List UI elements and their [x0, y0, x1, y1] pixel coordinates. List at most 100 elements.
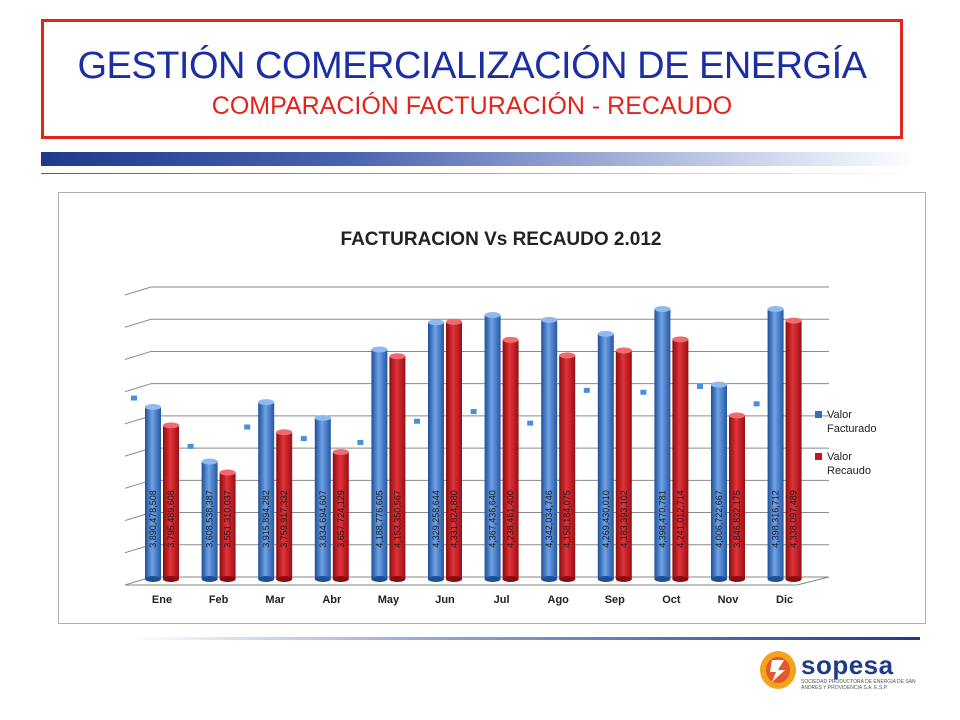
title-box: GESTIÓN COMERCIALIZACIÓN DE ENERGÍA COMP…: [41, 19, 903, 139]
bar-facturado: [371, 349, 388, 579]
bar-top-recaudo: [163, 422, 179, 429]
logo-tagline: SOCIEDAD PRODUCTORA DE ENERGIA DE SAN AN…: [801, 679, 916, 691]
data-label: 4,269,430,010: [601, 490, 611, 548]
legend-label: Facturado: [827, 423, 877, 435]
bar-facturado: [597, 333, 614, 579]
data-label: 3,551,310,037: [223, 490, 233, 548]
bar-recaudo: [729, 415, 745, 579]
x-tick-label: Abr: [322, 594, 342, 606]
marker-point: [527, 420, 534, 426]
data-label: 4,329,258,644: [431, 490, 441, 548]
bar-top-facturado: [428, 319, 444, 326]
bar-facturado: [541, 319, 558, 579]
bar-base-facturado: [711, 576, 727, 582]
data-label: 4,241,012,714: [675, 490, 685, 548]
x-tick-label: May: [378, 594, 400, 606]
bar-top-facturado: [597, 330, 614, 337]
bar-recaudo: [672, 339, 689, 579]
bar-base-recaudo: [559, 576, 576, 582]
bar-base-recaudo: [276, 576, 293, 582]
bar-top-recaudo: [615, 347, 632, 354]
data-label: 4,006,722,667: [714, 490, 724, 548]
legend-label: Valor: [827, 451, 852, 463]
x-tick-label: Dic: [776, 594, 793, 606]
bar-chart: 3,890,478,508 3,795,489,608 3,608,538,387 3…: [124, 229, 877, 606]
bar-facturado: [654, 308, 671, 579]
chart-frame: 3,890,478,508 3,795,489,608 3,608,538,387 3…: [58, 192, 926, 624]
bar-base-recaudo: [332, 576, 349, 582]
bar-base-facturado: [371, 576, 388, 582]
bar-base-facturado: [767, 576, 784, 582]
bar-recaudo: [785, 320, 802, 579]
marker-point: [187, 443, 194, 449]
data-label: 3,834,694,607: [318, 490, 328, 548]
bar-top-recaudo: [672, 336, 689, 343]
bar-top-recaudo: [729, 412, 745, 419]
bar-recaudo: [559, 355, 576, 579]
bar-recaudo: [389, 356, 406, 579]
x-tick-label: Oct: [662, 594, 681, 606]
bar-recaudo: [446, 321, 462, 579]
sopesa-logo-mark: [760, 651, 796, 689]
x-tick-label: Sep: [605, 594, 625, 606]
data-label: 3,608,538,387: [205, 490, 215, 548]
chart-title: FACTURACION Vs RECAUDO 2.012: [341, 229, 662, 250]
legend-label: Recaudo: [827, 465, 871, 477]
bar-recaudo: [276, 432, 293, 579]
marker-point: [414, 418, 420, 424]
bar-facturado: [428, 322, 444, 579]
bar-base-facturado: [258, 576, 275, 582]
bar-recaudo: [615, 350, 632, 579]
bar-top-facturado: [201, 458, 218, 465]
bar-recaudo: [502, 339, 519, 579]
gridline-depth: [124, 350, 152, 360]
marker-point: [640, 389, 647, 395]
bar-top-recaudo: [502, 336, 519, 343]
sopesa-logo: sopesa SOCIEDAD PRODUCTORA DE ENERGIA DE…: [757, 648, 929, 694]
bar-top-facturado: [767, 305, 784, 312]
bar-top-facturado: [711, 381, 727, 388]
legend-swatch: [815, 411, 822, 418]
bar-top-facturado: [541, 316, 558, 323]
bar-base-facturado: [428, 576, 444, 582]
bar-top-facturado: [145, 404, 161, 411]
bar-base-facturado: [484, 576, 501, 582]
bar-top-facturado: [371, 346, 388, 353]
bar-base-recaudo: [446, 576, 462, 582]
marker-point: [753, 401, 760, 407]
marker-point: [697, 383, 703, 389]
bar-facturado: [314, 417, 331, 579]
data-label: 3,759,917,332: [279, 490, 289, 548]
bar-top-recaudo: [785, 317, 802, 324]
bar-base-facturado: [654, 576, 671, 582]
data-label: 4,153,350,567: [392, 490, 402, 548]
bar-facturado: [767, 308, 784, 579]
data-label: 4,183,393,102: [619, 490, 629, 548]
bar-top-facturado: [258, 399, 275, 406]
page-subtitle: COMPARACIÓN FACTURACIÓN - RECAUDO: [211, 92, 733, 120]
data-label: 4,398,470,781: [657, 490, 667, 548]
bar-base-recaudo: [389, 576, 406, 582]
legend-label: Valor: [827, 409, 852, 421]
bar-base-recaudo: [785, 576, 802, 582]
bar-recaudo: [219, 472, 236, 579]
bar-top-facturado: [654, 305, 671, 312]
x-tick-label: Nov: [718, 594, 740, 606]
bar-top-recaudo: [559, 352, 576, 359]
gridline-depth: [124, 383, 152, 393]
data-label: 3,915,894,282: [261, 490, 271, 548]
x-axis-depth: [796, 576, 830, 586]
bar-facturado: [201, 461, 218, 579]
bar-base-facturado: [145, 576, 161, 582]
bar-base-recaudo: [219, 576, 236, 582]
bar-base-recaudo: [672, 576, 689, 582]
gridline-depth: [124, 318, 152, 328]
page-title: GESTIÓN COMERCIALIZACIÓN DE ENERGÍA: [77, 45, 867, 87]
bar-base-facturado: [597, 576, 614, 582]
data-label: 4,338,097,489: [789, 490, 799, 548]
marker-point: [244, 424, 251, 430]
x-tick-label: Ago: [548, 594, 570, 606]
marker-point: [300, 436, 307, 442]
bar-top-recaudo: [276, 429, 293, 436]
marker-point: [583, 387, 590, 393]
